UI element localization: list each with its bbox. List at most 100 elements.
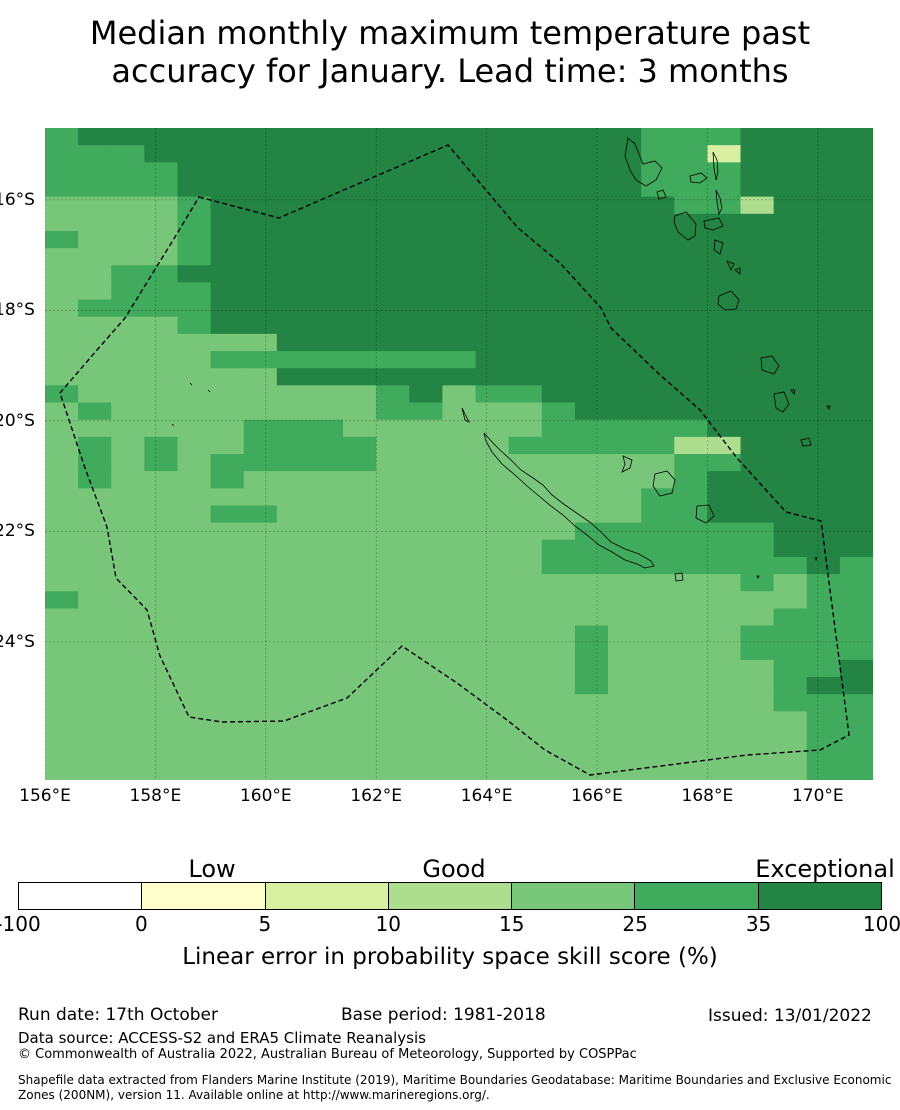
skill-cell <box>806 642 841 661</box>
skill-cell <box>376 591 410 610</box>
skill-cell <box>276 728 311 747</box>
skill-cell <box>608 522 642 541</box>
skill-cell <box>343 162 377 181</box>
skill-cell <box>674 488 708 507</box>
skill-cell <box>806 145 841 163</box>
skill-cell <box>608 471 642 489</box>
skill-cell <box>144 230 179 249</box>
skill-cell <box>210 471 245 489</box>
skill-cell <box>641 471 675 489</box>
skill-cell <box>508 522 543 541</box>
skill-cell <box>343 265 377 284</box>
skill-cell <box>608 351 642 369</box>
skill-cell <box>276 488 311 507</box>
skill-cell <box>276 145 311 163</box>
skill-cell <box>574 574 609 592</box>
skill-cell <box>111 694 145 712</box>
skill-cell <box>740 642 775 661</box>
colorbar-segment <box>635 883 759 909</box>
skill-cell <box>839 351 873 369</box>
skill-cell <box>707 402 742 421</box>
skill-cell <box>309 316 344 335</box>
skill-cell <box>376 402 410 421</box>
skill-cell <box>508 574 543 592</box>
skill-cell <box>541 539 576 558</box>
skill-cell <box>45 591 79 610</box>
skill-cell <box>210 436 245 455</box>
skill-cell <box>475 316 510 335</box>
skill-cell <box>508 505 543 524</box>
skill-cell <box>839 677 873 695</box>
skill-cell <box>309 574 344 592</box>
skill-cell <box>839 659 873 678</box>
skill-cell <box>210 351 245 369</box>
skill-cell <box>574 419 609 438</box>
skill-cell <box>409 625 444 644</box>
skill-cell <box>508 677 543 695</box>
skill-cell <box>210 762 245 780</box>
skill-cell <box>608 282 642 301</box>
skill-cell <box>839 419 873 438</box>
skill-cell <box>243 539 278 558</box>
skill-cell <box>442 179 477 198</box>
eez-boundary <box>59 144 850 776</box>
skill-cell <box>309 591 344 610</box>
skill-cell <box>309 436 344 455</box>
skill-cell <box>177 299 212 318</box>
skill-cell <box>806 694 841 712</box>
coastline-grande-terre <box>483 432 655 569</box>
skill-cell <box>309 265 344 284</box>
skill-cell <box>45 316 79 335</box>
skill-cell <box>839 230 873 249</box>
skill-cell <box>276 419 311 438</box>
skill-cell <box>409 505 444 524</box>
skill-cell <box>707 351 742 369</box>
skill-cell <box>78 299 112 318</box>
coastline-mare <box>695 504 715 524</box>
skill-cell <box>78 471 112 489</box>
skill-cell <box>442 265 477 284</box>
skill-cell <box>806 591 841 610</box>
skill-cell <box>409 659 444 678</box>
skill-cell <box>78 505 112 524</box>
skill-cell <box>508 556 543 575</box>
skill-cell <box>276 454 311 472</box>
skill-cell <box>839 162 873 181</box>
skill-cell <box>574 299 609 318</box>
skill-cell <box>78 762 112 780</box>
skill-cell <box>574 591 609 610</box>
colorbar-segment <box>142 883 266 909</box>
skill-cell <box>773 762 808 780</box>
skill-cell <box>376 488 410 507</box>
skill-cell <box>707 556 742 575</box>
skill-cell <box>608 642 642 661</box>
skill-cell <box>276 539 311 558</box>
skill-cell <box>608 711 642 730</box>
skill-cell <box>806 659 841 678</box>
skill-cell <box>707 608 742 627</box>
skill-cell <box>641 694 675 712</box>
skill-cell <box>210 574 245 592</box>
skill-cell <box>177 488 212 507</box>
skill-cell <box>442 505 477 524</box>
skill-cell <box>707 265 742 284</box>
latitude-label: 18°S <box>0 300 35 321</box>
skill-cell <box>839 316 873 335</box>
skill-cell <box>674 556 708 575</box>
skill-cell <box>45 711 79 730</box>
skill-cell <box>806 608 841 627</box>
skill-cell <box>409 385 444 404</box>
skill-cell <box>409 556 444 575</box>
skill-cell <box>574 316 609 335</box>
skill-cell <box>674 385 708 404</box>
skill-cell <box>243 282 278 301</box>
skill-cell <box>541 333 576 352</box>
skill-cell <box>78 454 112 472</box>
skill-cell <box>674 522 708 541</box>
colorbar-segment <box>758 883 881 909</box>
colorbar-segment <box>265 883 389 909</box>
skill-cell <box>839 402 873 421</box>
skill-cell <box>111 402 145 421</box>
skill-cell <box>641 282 675 301</box>
skill-cell <box>177 625 212 644</box>
